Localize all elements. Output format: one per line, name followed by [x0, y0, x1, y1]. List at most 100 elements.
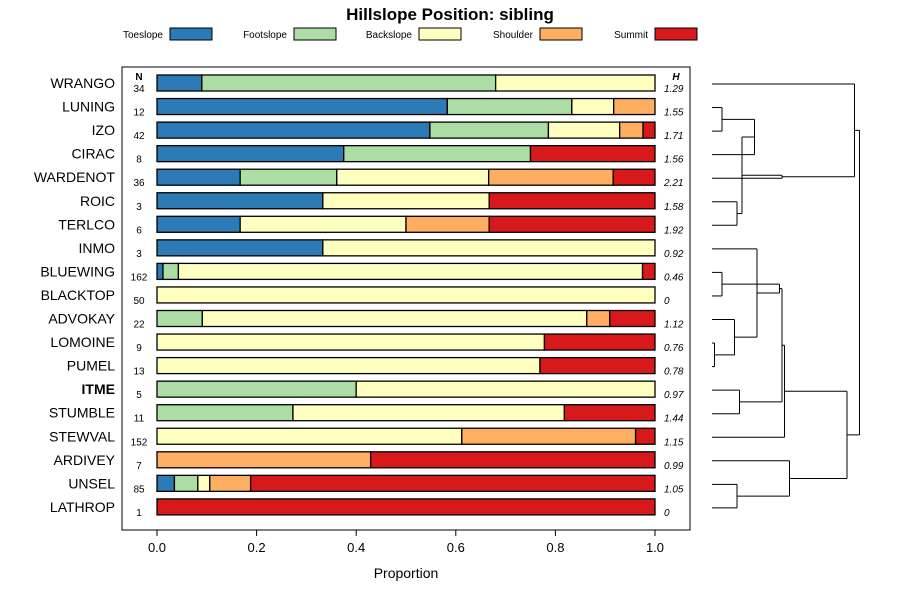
row-label: WARDENOT [34, 169, 116, 185]
h-value: 0.78 [664, 367, 684, 378]
x-tick-label: 0.6 [447, 540, 465, 555]
bar-segment-footslope [429, 121, 550, 139]
row-label: PUMEL [67, 358, 115, 374]
bar-segment-toeslope [156, 239, 324, 257]
bar-segment-backslope [571, 97, 615, 116]
bar-segment-summit [612, 168, 656, 186]
bar-segment-toeslope [156, 168, 241, 186]
h-value: 1.12 [664, 320, 684, 331]
n-value: 162 [131, 272, 148, 283]
n-value: 7 [136, 461, 142, 472]
row-lomoine: LOMOINE 9 0.76 [50, 333, 684, 354]
n-value: 22 [133, 320, 145, 331]
row-wrango: WRANGO 34 1.29 [50, 74, 684, 95]
n-value: 1 [136, 508, 142, 519]
h-value: 1.92 [664, 225, 684, 236]
bar-segment-summit [369, 451, 656, 469]
bar-segment-summit [249, 474, 656, 493]
legend-label-shoulder: Shoulder [493, 30, 534, 41]
row-izo: IZO 42 1.71 [92, 121, 683, 142]
n-value: 11 [134, 414, 145, 425]
bar-segment-backslope [156, 356, 541, 375]
row-terlco: TERLCO 6 1.92 [58, 215, 684, 236]
row-stumble: STUMBLE 11 1.44 [49, 404, 684, 425]
bar-segment-backslope [322, 192, 490, 210]
n-column-header: N [135, 72, 142, 83]
bar-segment-toeslope [156, 74, 203, 92]
h-value: 0.92 [664, 249, 684, 260]
row-label: CIRAC [71, 146, 115, 162]
row-stewval: STEWVAL 152 1.15 [49, 427, 684, 448]
bar-segment-summit [539, 356, 656, 375]
bar-segment-summit [543, 333, 656, 351]
x-axis-label: Proportion [374, 565, 439, 581]
row-label: IZO [92, 122, 115, 138]
bar-segment-summit [641, 262, 656, 281]
row-label: BLACKTOP [41, 287, 115, 303]
bar-segment-backslope [201, 309, 588, 328]
h-value: 1.44 [664, 414, 684, 425]
bar-segment-toeslope [156, 121, 431, 139]
legend-swatch-footslope [293, 27, 337, 41]
bar-segment-summit [488, 192, 656, 210]
x-axis: 0.0 0.2 0.4 0.6 0.8 1.0 [148, 530, 664, 555]
bar-segment-backslope [197, 474, 211, 493]
bar-segment-summit [563, 404, 656, 422]
row-label: ITME [82, 381, 115, 397]
bar-segment-shoulder [618, 121, 644, 139]
row-unsel: UNSEL 85 1.05 [68, 474, 684, 495]
x-tick-label: 0.2 [248, 540, 266, 555]
plot-frame [121, 66, 691, 531]
row-label: TERLCO [58, 216, 115, 232]
bar-segment-backslope [494, 74, 656, 92]
bar-segment-footslope [156, 380, 357, 398]
row-label: STEWVAL [49, 428, 115, 444]
legend-label-backslope: Backslope [366, 30, 413, 41]
legend-swatch-summit [654, 27, 698, 41]
bar-rows: WRANGO 34 1.29 LUNING 12 1.55 IZO 42 1.71 CIRAC 8 1… [34, 74, 684, 519]
h-value: 1.15 [664, 437, 684, 448]
legend-swatch-shoulder [539, 27, 583, 41]
legend-swatch-toeslope [169, 27, 213, 41]
bar-segment-backslope [292, 404, 566, 422]
row-label: WRANGO [50, 75, 115, 91]
h-value: 0 [664, 508, 670, 519]
bar-segment-shoulder [156, 451, 372, 469]
legend-label-footslope: Footslope [243, 30, 287, 41]
bar-segment-footslope [173, 474, 199, 493]
n-value: 3 [136, 249, 142, 260]
bar-segment-backslope [177, 262, 644, 281]
bar-segment-summit [156, 498, 656, 516]
x-tick-label: 0.0 [148, 540, 166, 555]
bar-segment-backslope [239, 215, 407, 233]
bar-segment-shoulder [209, 474, 252, 493]
legend: Toeslope Footslope Backslope Shoulder Summit [123, 27, 698, 41]
row-lathrop: LATHROP 1 0 [50, 498, 670, 519]
bar-segment-footslope [446, 97, 573, 116]
n-value: 6 [136, 225, 142, 236]
row-pumel: PUMEL 13 0.78 [67, 356, 684, 378]
bar-segment-toeslope [156, 262, 164, 281]
bar-segment-backslope [156, 333, 546, 351]
bar-segment-backslope [322, 239, 656, 257]
bar-segment-footslope [156, 404, 294, 422]
row-label: LOMOINE [50, 334, 115, 350]
h-value: 1.56 [664, 155, 684, 166]
n-value: 13 [133, 367, 145, 378]
h-value: 0.99 [664, 461, 684, 472]
row-label: ADVOKAY [48, 311, 115, 327]
bar-segment-backslope [336, 168, 490, 186]
h-value: 2.21 [663, 178, 683, 189]
bar-segment-shoulder [586, 309, 611, 328]
bar-segment-footslope [162, 262, 180, 281]
row-roic: ROIC 3 1.58 [80, 192, 684, 213]
bar-segment-shoulder [488, 168, 614, 186]
row-advokay: ADVOKAY 22 1.12 [48, 309, 684, 331]
bar-segment-summit [488, 215, 656, 233]
bar-segment-summit [529, 144, 656, 163]
n-value: 85 [133, 484, 145, 495]
row-label: ARDIVEY [54, 452, 116, 468]
bar-segment-toeslope [156, 215, 241, 233]
h-value: 1.71 [664, 131, 683, 142]
